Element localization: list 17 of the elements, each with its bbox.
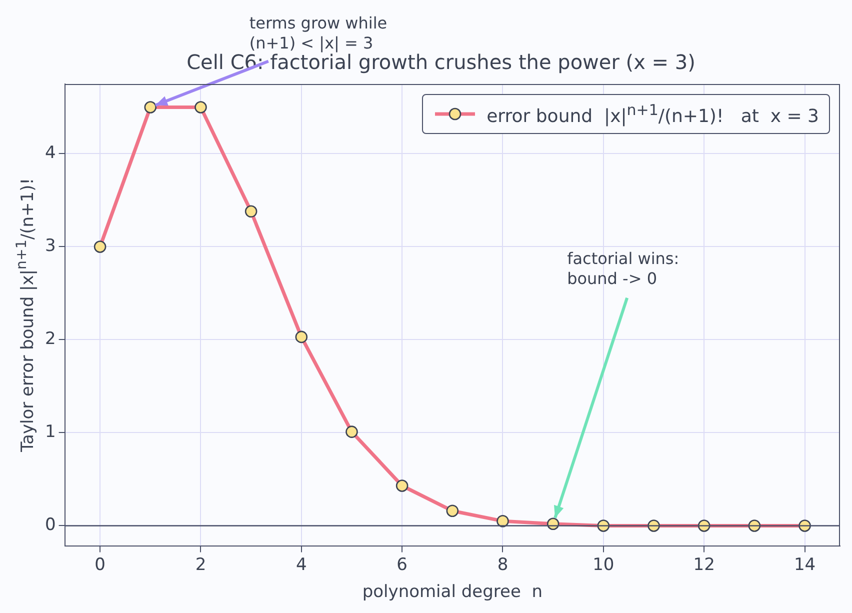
x-tick-label: 4 xyxy=(296,554,307,575)
x-tick-label: 8 xyxy=(497,554,508,575)
x-tick-label: 2 xyxy=(195,554,206,575)
y-tick-label: 2 xyxy=(44,329,56,350)
x-tick-label: 14 xyxy=(794,554,816,575)
x-tick-label: 0 xyxy=(94,554,106,575)
y-tick-label: 0 xyxy=(44,515,56,536)
annotation: factorial wins: bound -> 0 xyxy=(567,249,680,288)
legend-label: error bound |x|$^{n+1}$/(n+1)! at x = 3 xyxy=(486,101,819,127)
annotation: terms grow while (n+1) < |x| = 3 xyxy=(249,13,388,52)
x-axis-title: polynomial degree n xyxy=(362,582,542,602)
y-tick-label: 3 xyxy=(44,236,56,256)
x-tick-label: 10 xyxy=(592,554,614,575)
y-tick-label: 4 xyxy=(44,143,56,164)
x-tick-label: 6 xyxy=(396,554,408,575)
x-tick-label: 12 xyxy=(693,554,715,575)
y-tick-label: 1 xyxy=(44,422,56,442)
